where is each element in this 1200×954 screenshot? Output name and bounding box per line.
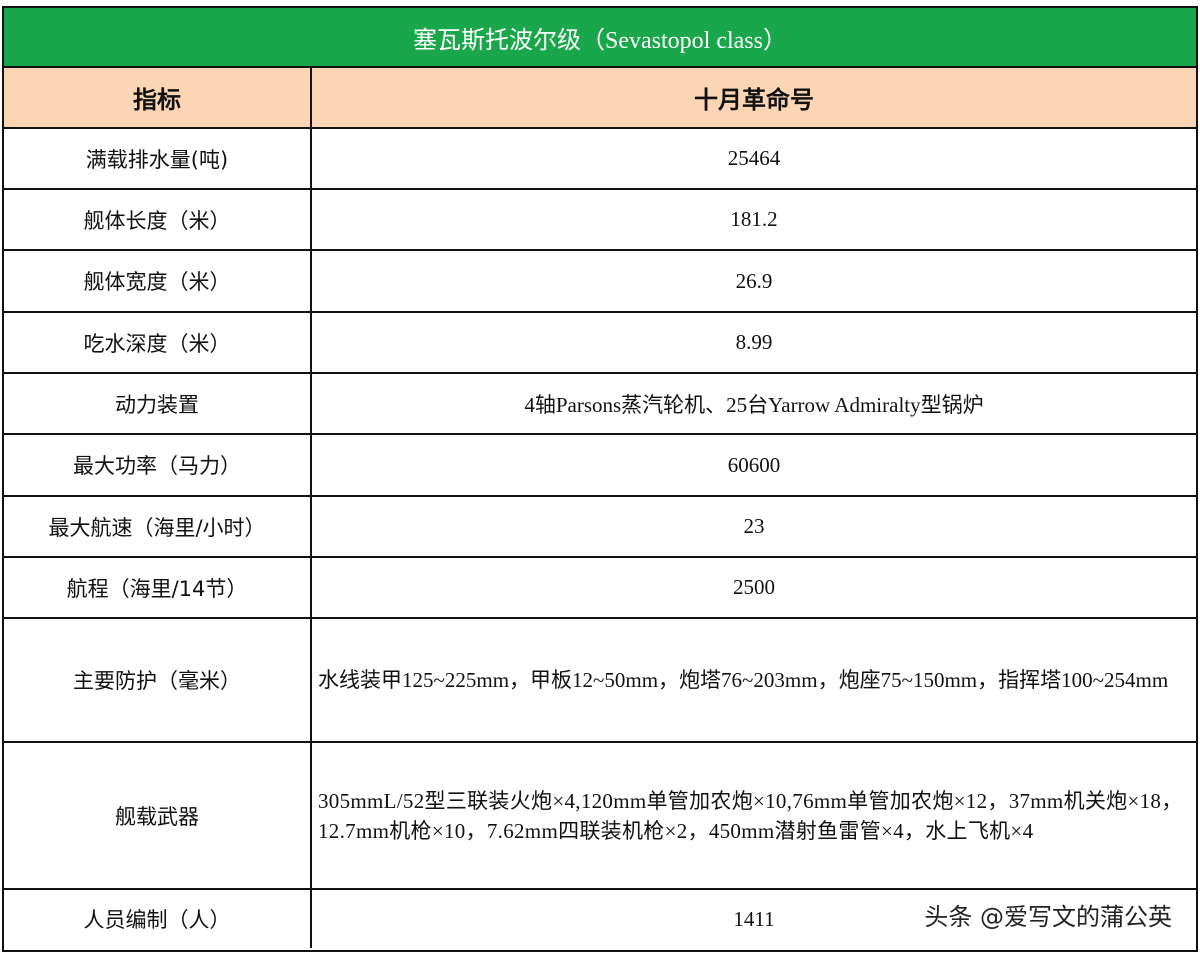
- row-value: 25464: [310, 127, 1196, 190]
- table-row: 吃水深度（米） 8.99: [4, 311, 1196, 374]
- header-ship: 十月革命号: [310, 68, 1196, 129]
- row-value: 60600: [310, 433, 1196, 497]
- spec-grid: 指标 十月革命号 满载排水量(吨) 25464 舰体长度（米） 181.2 舰体宽度…: [4, 68, 1196, 948]
- row-label: 满载排水量(吨): [4, 127, 312, 190]
- table-row: 动力装置 4轴Parsons蒸汽轮机、25台Yarrow Admiralty型锅炉: [4, 372, 1196, 435]
- table-row: 满载排水量(吨) 25464: [4, 127, 1196, 190]
- table-row: 人员编制（人） 1411: [4, 888, 1196, 948]
- table-row: 航程（海里/14节） 2500: [4, 556, 1196, 619]
- table-row: 主要防护（毫米） 水线装甲125~225mm，甲板12~50mm，炮塔76~203…: [4, 617, 1196, 743]
- table-row: 舰载武器 305mmL/52型三联装火炮×4,120mm单管加农炮×10,76mm…: [4, 741, 1196, 890]
- watermark: 头条 @爱写文的蒲公英: [924, 903, 1172, 931]
- row-value: 4轴Parsons蒸汽轮机、25台Yarrow Admiralty型锅炉: [310, 372, 1196, 435]
- row-label: 人员编制（人）: [4, 888, 312, 948]
- row-label: 最大航速（海里/小时）: [4, 495, 312, 558]
- row-label: 舰体长度（米）: [4, 188, 312, 251]
- spec-table: 塞瓦斯托波尔级（Sevastopol class） 指标 十月革命号 满载排水量…: [2, 6, 1198, 952]
- table-row: 最大功率（马力） 60600: [4, 433, 1196, 497]
- row-label: 最大功率（马力）: [4, 433, 312, 497]
- row-value: 181.2: [310, 188, 1196, 251]
- table-title: 塞瓦斯托波尔级（Sevastopol class）: [4, 8, 1196, 68]
- row-value: 水线装甲125~225mm，甲板12~50mm，炮塔76~203mm，炮座75~…: [310, 617, 1196, 743]
- row-label: 主要防护（毫米）: [4, 617, 312, 743]
- table-row: 舰体长度（米） 181.2: [4, 188, 1196, 251]
- row-value: 26.9: [310, 249, 1196, 313]
- row-label: 吃水深度（米）: [4, 311, 312, 374]
- table-row: 最大航速（海里/小时） 23: [4, 495, 1196, 558]
- row-value: 2500: [310, 556, 1196, 619]
- header-row: 指标 十月革命号: [4, 68, 1196, 129]
- row-label: 舰载武器: [4, 741, 312, 890]
- row-label: 舰体宽度（米）: [4, 249, 312, 313]
- row-value: 23: [310, 495, 1196, 558]
- table-row: 舰体宽度（米） 26.9: [4, 249, 1196, 313]
- row-value: 8.99: [310, 311, 1196, 374]
- row-value: 1411: [310, 888, 1196, 948]
- row-label: 航程（海里/14节）: [4, 556, 312, 619]
- row-value: 305mmL/52型三联装火炮×4,120mm单管加农炮×10,76mm单管加农…: [310, 741, 1196, 890]
- row-label: 动力装置: [4, 372, 312, 435]
- header-indicator: 指标: [4, 68, 312, 129]
